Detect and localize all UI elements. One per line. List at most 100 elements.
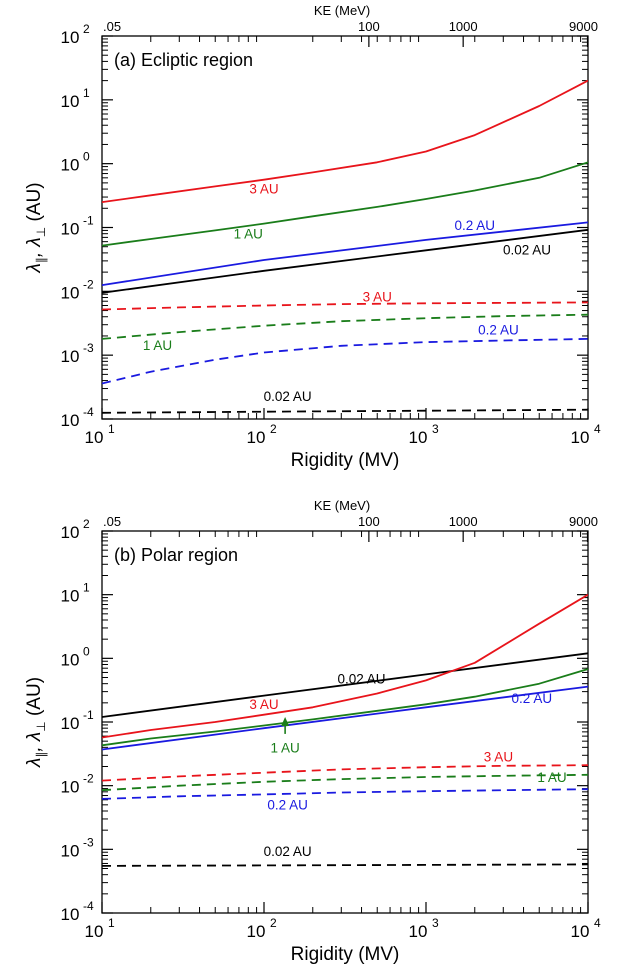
series-line-perpendicular-3AU	[102, 301, 588, 311]
curve-label: 3 AU	[249, 697, 278, 712]
curve-label: 1 AU	[537, 770, 566, 785]
x-axis-label: Rigidity (MV)	[291, 450, 400, 471]
top-ke-tick-label: 100	[358, 19, 380, 34]
y-tick-exponent: 2	[83, 517, 90, 531]
series-line-parallel-002AU	[102, 228, 588, 294]
series-line-parallel-1AU	[102, 161, 588, 247]
series-line-perpendicular-3AU	[102, 764, 588, 782]
x-tick-label: 10	[571, 428, 590, 447]
y-tick-label: 10	[61, 714, 80, 733]
top-ke-tick-label: 9000	[569, 514, 598, 529]
curve-label: 0.2 AU	[267, 798, 308, 813]
curve-label: 0.02 AU	[264, 389, 312, 404]
y-tick-label: 10	[61, 220, 80, 239]
top-ke-tick-label: 9000	[569, 19, 598, 34]
y-tick-label: 10	[61, 905, 80, 924]
y-tick-exponent: -1	[83, 708, 94, 722]
x-tick-label: 10	[247, 428, 266, 447]
x-axis-label: Rigidity (MV)	[291, 944, 400, 965]
y-tick-label: 10	[61, 587, 80, 606]
series-line-perpendicular-02AU	[102, 338, 588, 385]
series-line-parallel-3AU	[102, 593, 588, 739]
x-tick-exponent: 4	[594, 916, 601, 930]
y-tick-exponent: -3	[83, 835, 94, 849]
y-axis-label: λ∥, λ⊥ (AU)	[24, 677, 48, 768]
x-tick-label: 10	[409, 922, 428, 941]
series-line-parallel-1AU	[102, 668, 588, 747]
x-tick-exponent: 2	[270, 422, 277, 436]
panel-title: (b) Polar region	[114, 545, 238, 565]
x-tick-label: 10	[85, 922, 104, 941]
y-tick-exponent: 1	[83, 581, 90, 595]
y-axis-label: λ∥, λ⊥ (AU)	[24, 182, 48, 273]
y-tick-exponent: -3	[83, 341, 94, 355]
y-tick-label: 10	[61, 411, 80, 430]
top-axis-label: KE (MeV)	[314, 498, 370, 513]
curve-label: 3 AU	[363, 290, 392, 305]
y-tick-exponent: -4	[83, 405, 94, 419]
x-tick-exponent: 1	[108, 422, 115, 436]
y-tick-label: 10	[61, 841, 80, 860]
curve-label: 3 AU	[249, 182, 278, 197]
curve-label: 0.02 AU	[503, 242, 551, 257]
panel-title: (a) Ecliptic region	[114, 50, 253, 70]
y-tick-label: 10	[61, 650, 80, 669]
y-tick-exponent: -2	[83, 772, 94, 786]
x-tick-exponent: 4	[594, 422, 601, 436]
series-line-parallel-002AU	[102, 652, 588, 718]
series-line-parallel-3AU	[102, 79, 588, 203]
x-tick-label: 10	[85, 428, 104, 447]
chart-panel-b: 10 1 10 2 10 3 10 410 -410 -310 -210 -110 010 110 2.05…	[24, 498, 601, 965]
y-tick-exponent: 0	[83, 644, 90, 658]
curve-label: 0.2 AU	[478, 323, 519, 338]
top-ke-tick-label: .05	[103, 19, 121, 34]
annotation-arrow-head	[281, 716, 290, 726]
y-tick-label: 10	[61, 92, 80, 111]
x-tick-label: 10	[247, 922, 266, 941]
curve-label: 0.02 AU	[264, 844, 312, 859]
top-axis-label: KE (MeV)	[314, 3, 370, 18]
series-line-perpendicular-002AU	[102, 863, 588, 867]
y-tick-exponent: -4	[83, 899, 94, 913]
y-tick-label: 10	[61, 778, 80, 797]
series-line-perpendicular-1AU	[102, 313, 588, 340]
series-line-perpendicular-02AU	[102, 788, 588, 800]
y-tick-exponent: -2	[83, 277, 94, 291]
series-line-perpendicular-002AU	[102, 408, 588, 414]
curve-label: 0.2 AU	[455, 218, 496, 233]
y-tick-label: 10	[61, 283, 80, 302]
x-tick-exponent: 3	[432, 422, 439, 436]
curve-label: 0.02 AU	[338, 672, 386, 687]
x-tick-label: 10	[409, 428, 428, 447]
series-line-perpendicular-1AU	[102, 773, 588, 792]
x-tick-label: 10	[571, 922, 590, 941]
chart-panel-a: 10 1 10 2 10 3 10 410 -410 -310 -210 -110 010 110 2.05…	[24, 3, 601, 471]
x-tick-exponent: 2	[270, 916, 277, 930]
curve-label: 1 AU	[234, 227, 263, 242]
x-tick-exponent: 1	[108, 916, 115, 930]
x-tick-exponent: 3	[432, 916, 439, 930]
curve-label: 1 AU	[143, 338, 172, 353]
y-tick-exponent: 0	[83, 150, 90, 164]
y-tick-exponent: 2	[83, 22, 90, 36]
top-ke-tick-label: 1000	[449, 514, 478, 529]
plot-frame	[101, 530, 589, 914]
y-tick-label: 10	[61, 156, 80, 175]
curve-label: 0.2 AU	[512, 691, 553, 706]
y-tick-label: 10	[61, 523, 80, 542]
y-tick-exponent: -1	[83, 214, 94, 228]
series-line-parallel-02AU	[102, 221, 588, 286]
curve-label: 3 AU	[484, 749, 513, 764]
series-line-parallel-02AU	[102, 685, 588, 751]
top-ke-tick-label: .05	[103, 514, 121, 529]
top-ke-tick-label: 1000	[449, 19, 478, 34]
y-tick-exponent: 1	[83, 86, 90, 100]
plot-frame	[101, 35, 589, 420]
top-ke-tick-label: 100	[358, 514, 380, 529]
y-tick-label: 10	[61, 347, 80, 366]
curve-label: 1 AU	[270, 741, 299, 756]
series-group	[102, 79, 588, 414]
series-group	[102, 593, 588, 867]
y-tick-label: 10	[61, 28, 80, 47]
